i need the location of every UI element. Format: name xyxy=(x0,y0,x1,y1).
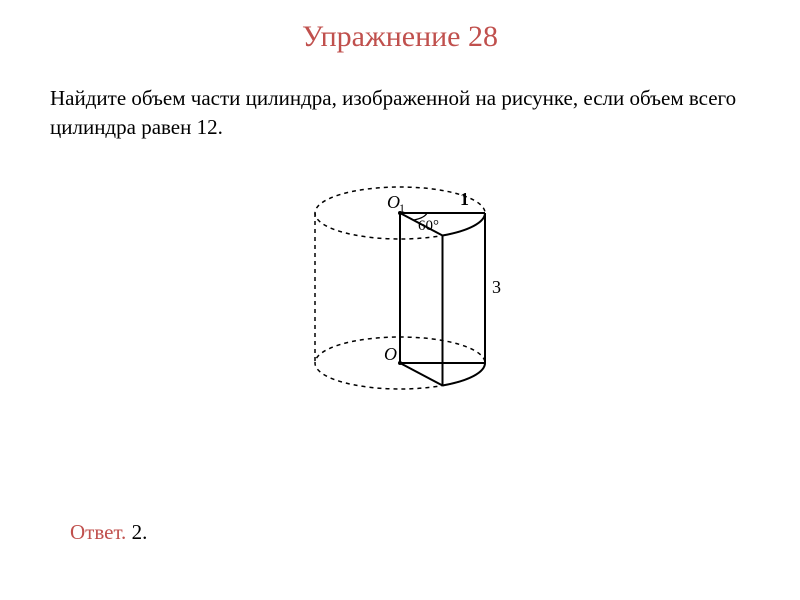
answer-label: Ответ. xyxy=(70,520,126,544)
cylinder-diagram: O 1 1 60° 3 O xyxy=(280,163,520,423)
answer-value: 2. xyxy=(126,520,147,544)
label-o1-sub: 1 xyxy=(399,201,405,215)
label-height: 3 xyxy=(492,277,501,297)
bottom-radius-2 xyxy=(400,363,443,386)
answer-row: Ответ. 2. xyxy=(70,520,147,545)
problem-statement: Найдите объем части цилиндра, изображенн… xyxy=(0,54,800,153)
label-radius: 1 xyxy=(460,189,469,209)
label-o: O xyxy=(384,344,397,364)
exercise-title: Упражнение 28 xyxy=(0,0,800,54)
diagram-container: O 1 1 60° 3 O xyxy=(0,163,800,423)
top-arc xyxy=(443,213,486,236)
label-angle: 60° xyxy=(418,218,439,234)
bottom-arc xyxy=(443,363,486,386)
